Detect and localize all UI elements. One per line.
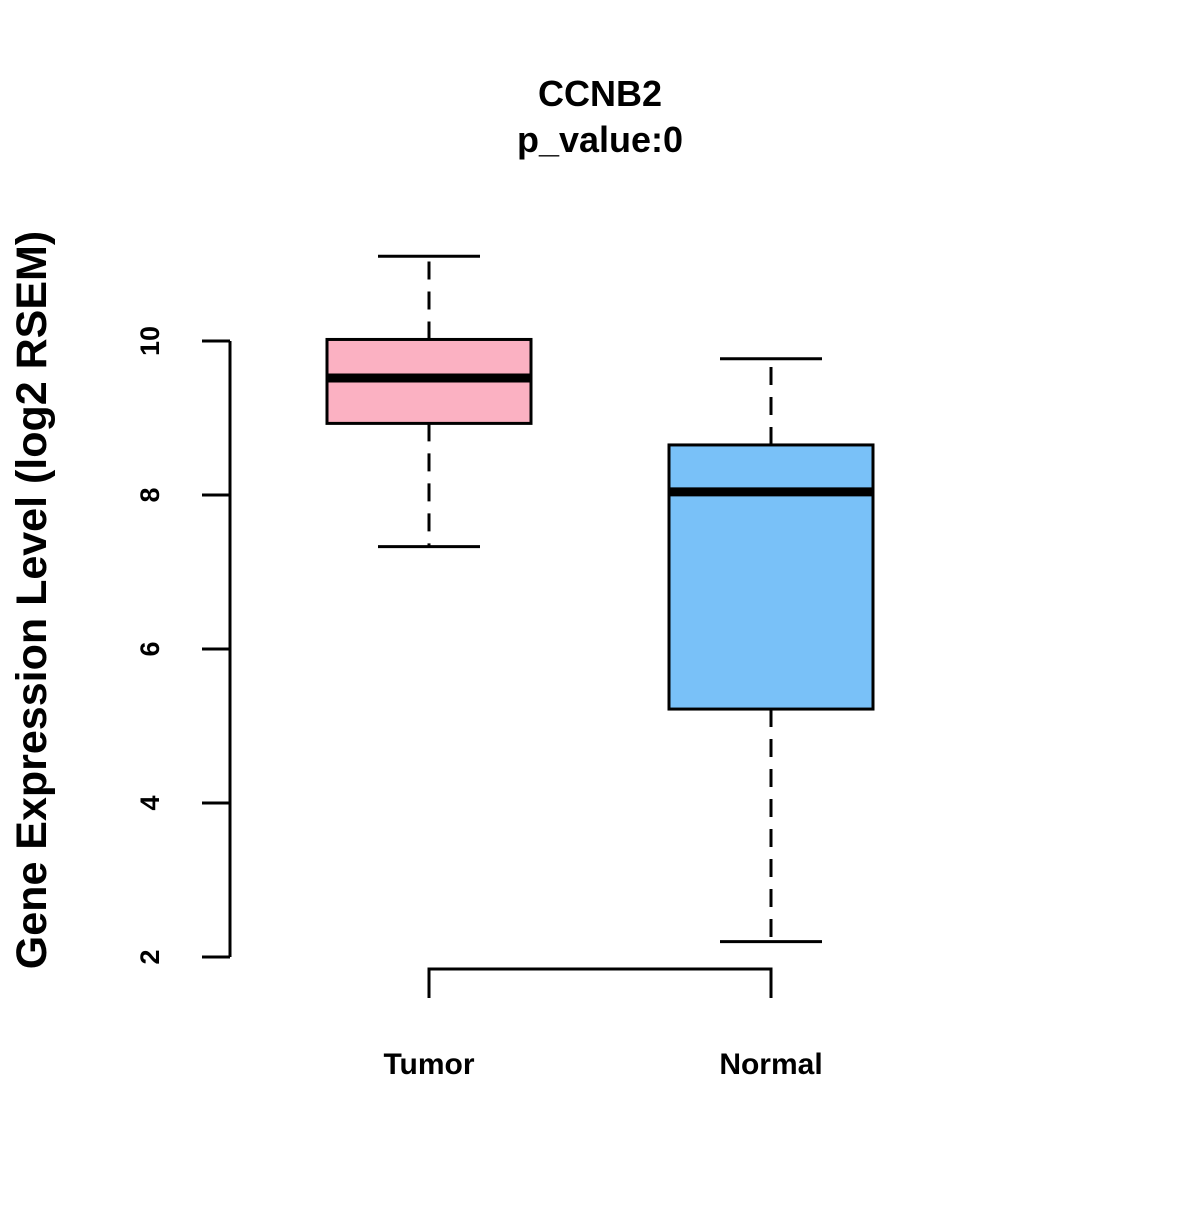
- y-axis-label: Gene Expression Level (log2 RSEM): [8, 231, 56, 969]
- y-tick-label: 2: [135, 949, 165, 964]
- y-tick-label: 10: [135, 326, 165, 356]
- y-tick-label: 8: [135, 487, 165, 502]
- chart-subtitle: p_value:0: [517, 119, 683, 160]
- y-tick-label: 4: [135, 795, 165, 810]
- box-normal: [667, 357, 875, 944]
- boxes-group: [325, 254, 875, 944]
- y-tick-label: 6: [135, 641, 165, 656]
- x-category-label: Tumor: [383, 1048, 474, 1081]
- x-axis-labels: Tumor Normal: [383, 1048, 822, 1081]
- significance-bracket: [427, 967, 773, 998]
- chart-title: CCNB2: [538, 73, 662, 114]
- box-body: [667, 443, 875, 711]
- box-tumor: [325, 254, 533, 549]
- x-category-label: Normal: [719, 1048, 822, 1081]
- bracket-line: [427, 967, 773, 998]
- y-axis: 2 4 6 8 10: [135, 326, 232, 965]
